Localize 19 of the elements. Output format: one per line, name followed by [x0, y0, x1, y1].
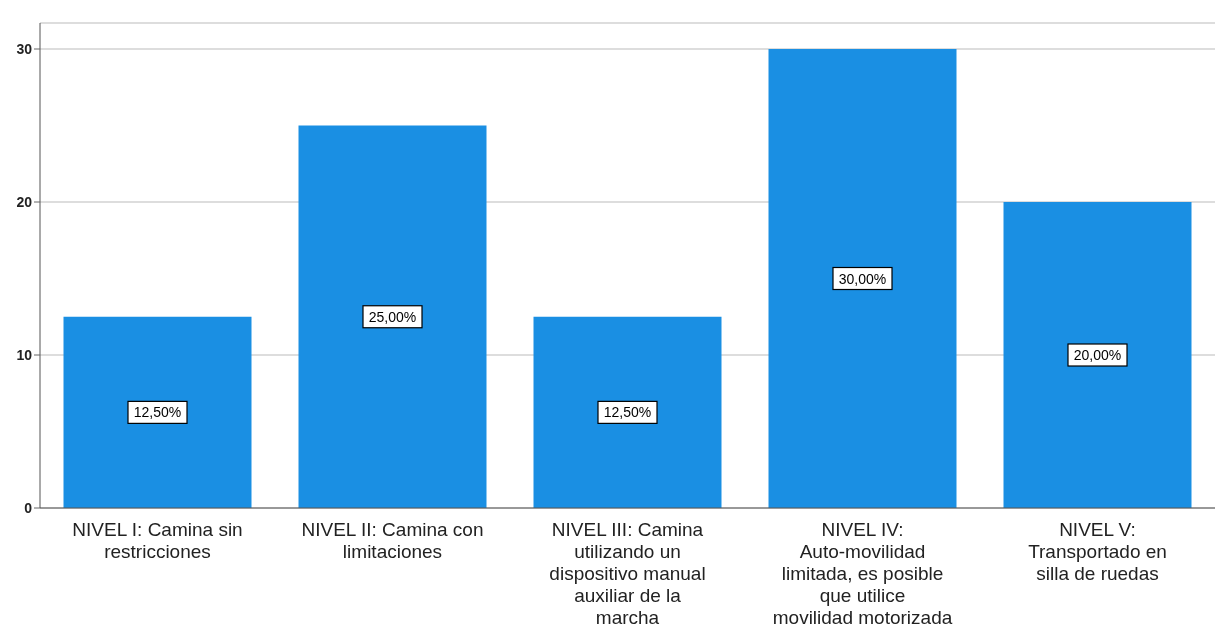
data-label: 12,50%: [133, 404, 182, 421]
bar: [298, 125, 487, 508]
bar: [768, 49, 957, 508]
data-label: 12,50%: [603, 404, 652, 421]
x-tick-label: NIVEL II: Camina con limitaciones: [301, 519, 484, 562]
data-label: 30,00%: [838, 270, 887, 287]
x-tick-label: NIVEL I: Camina sin restricciones: [72, 519, 243, 562]
bar: [63, 316, 252, 508]
x-tick-label: NIVEL V: Transportado en silla de ruedas: [1028, 519, 1167, 584]
y-tick-label: 30: [16, 40, 33, 57]
bar: [533, 316, 722, 508]
x-tick-label: NIVEL III: Camina utilizando un dispositivo manual auxiliar de la marcha: [549, 519, 706, 628]
y-tick-label: 20: [16, 193, 33, 210]
y-tick-label: 0: [24, 499, 33, 516]
bar: [1003, 202, 1192, 508]
data-label: 25,00%: [368, 308, 417, 325]
y-tick-label: 10: [16, 346, 33, 363]
x-tick-label: NIVEL IV: Auto-movilidad limitada, es posible que utilice movilidad motorizada: [772, 519, 953, 628]
data-label: 20,00%: [1073, 347, 1122, 363]
